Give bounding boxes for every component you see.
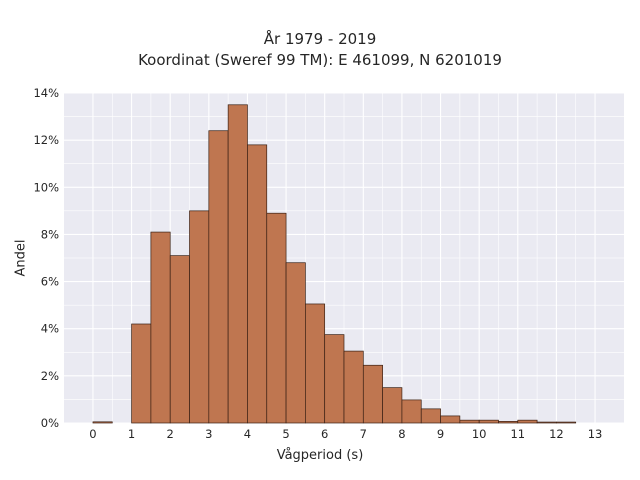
x-tick-label: 3 <box>205 427 212 441</box>
histogram-bar <box>305 303 326 424</box>
x-tick-label: 9 <box>437 427 444 441</box>
histogram-bar <box>189 210 210 424</box>
y-tick-label: 8% <box>41 227 59 241</box>
histogram-bar <box>536 421 557 424</box>
x-tick-label: 12 <box>549 427 564 441</box>
histogram-bar <box>401 399 422 424</box>
x-tick-label: 0 <box>89 427 96 441</box>
x-axis-label: Vågperiod (s) <box>276 448 364 463</box>
y-tick-label: 12% <box>33 133 59 147</box>
histogram-bar <box>440 415 461 424</box>
histogram-bar <box>362 364 383 424</box>
histogram-bar <box>382 387 403 424</box>
histogram-bar <box>131 323 152 424</box>
histogram-bar <box>498 421 519 424</box>
x-tick-label: 4 <box>244 427 251 441</box>
histogram-bar <box>556 421 577 424</box>
y-tick-label: 0% <box>41 416 59 430</box>
histogram-bar <box>266 212 287 424</box>
histogram-bar <box>150 231 171 424</box>
histogram-bar <box>227 104 248 424</box>
histogram-bar <box>285 262 306 424</box>
histogram-bar <box>169 255 190 424</box>
chart-title: År 1979 - 2019 <box>263 30 377 48</box>
x-tick-label: 13 <box>588 427 603 441</box>
histogram-bar <box>478 419 499 424</box>
histogram-bar <box>247 144 268 424</box>
histogram-bar <box>459 419 480 424</box>
x-tick-label: 7 <box>360 427 367 441</box>
y-tick-label: 14% <box>33 86 59 100</box>
y-axis-label: Andel <box>13 239 29 277</box>
x-tick-label: 6 <box>321 427 328 441</box>
chart-subtitle: Koordinat (Sweref 99 TM): E 461099, N 62… <box>138 51 502 69</box>
x-tick-label: 10 <box>472 427 487 441</box>
histogram-bar <box>343 350 364 424</box>
histogram-bar <box>420 408 441 424</box>
x-tick-label: 5 <box>282 427 289 441</box>
x-tick-label: 8 <box>398 427 405 441</box>
x-tick-label: 2 <box>167 427 174 441</box>
x-tick-label: 11 <box>510 427 525 441</box>
y-tick-label: 2% <box>41 369 59 383</box>
histogram-bar <box>92 421 113 424</box>
histogram-bar <box>517 419 538 424</box>
y-tick-label: 6% <box>41 275 59 289</box>
y-tick-label: 10% <box>33 180 59 194</box>
x-tick-label: 1 <box>128 427 135 441</box>
histogram-bar <box>324 334 345 424</box>
y-tick-label: 4% <box>41 322 59 336</box>
histogram-bar <box>208 130 229 424</box>
